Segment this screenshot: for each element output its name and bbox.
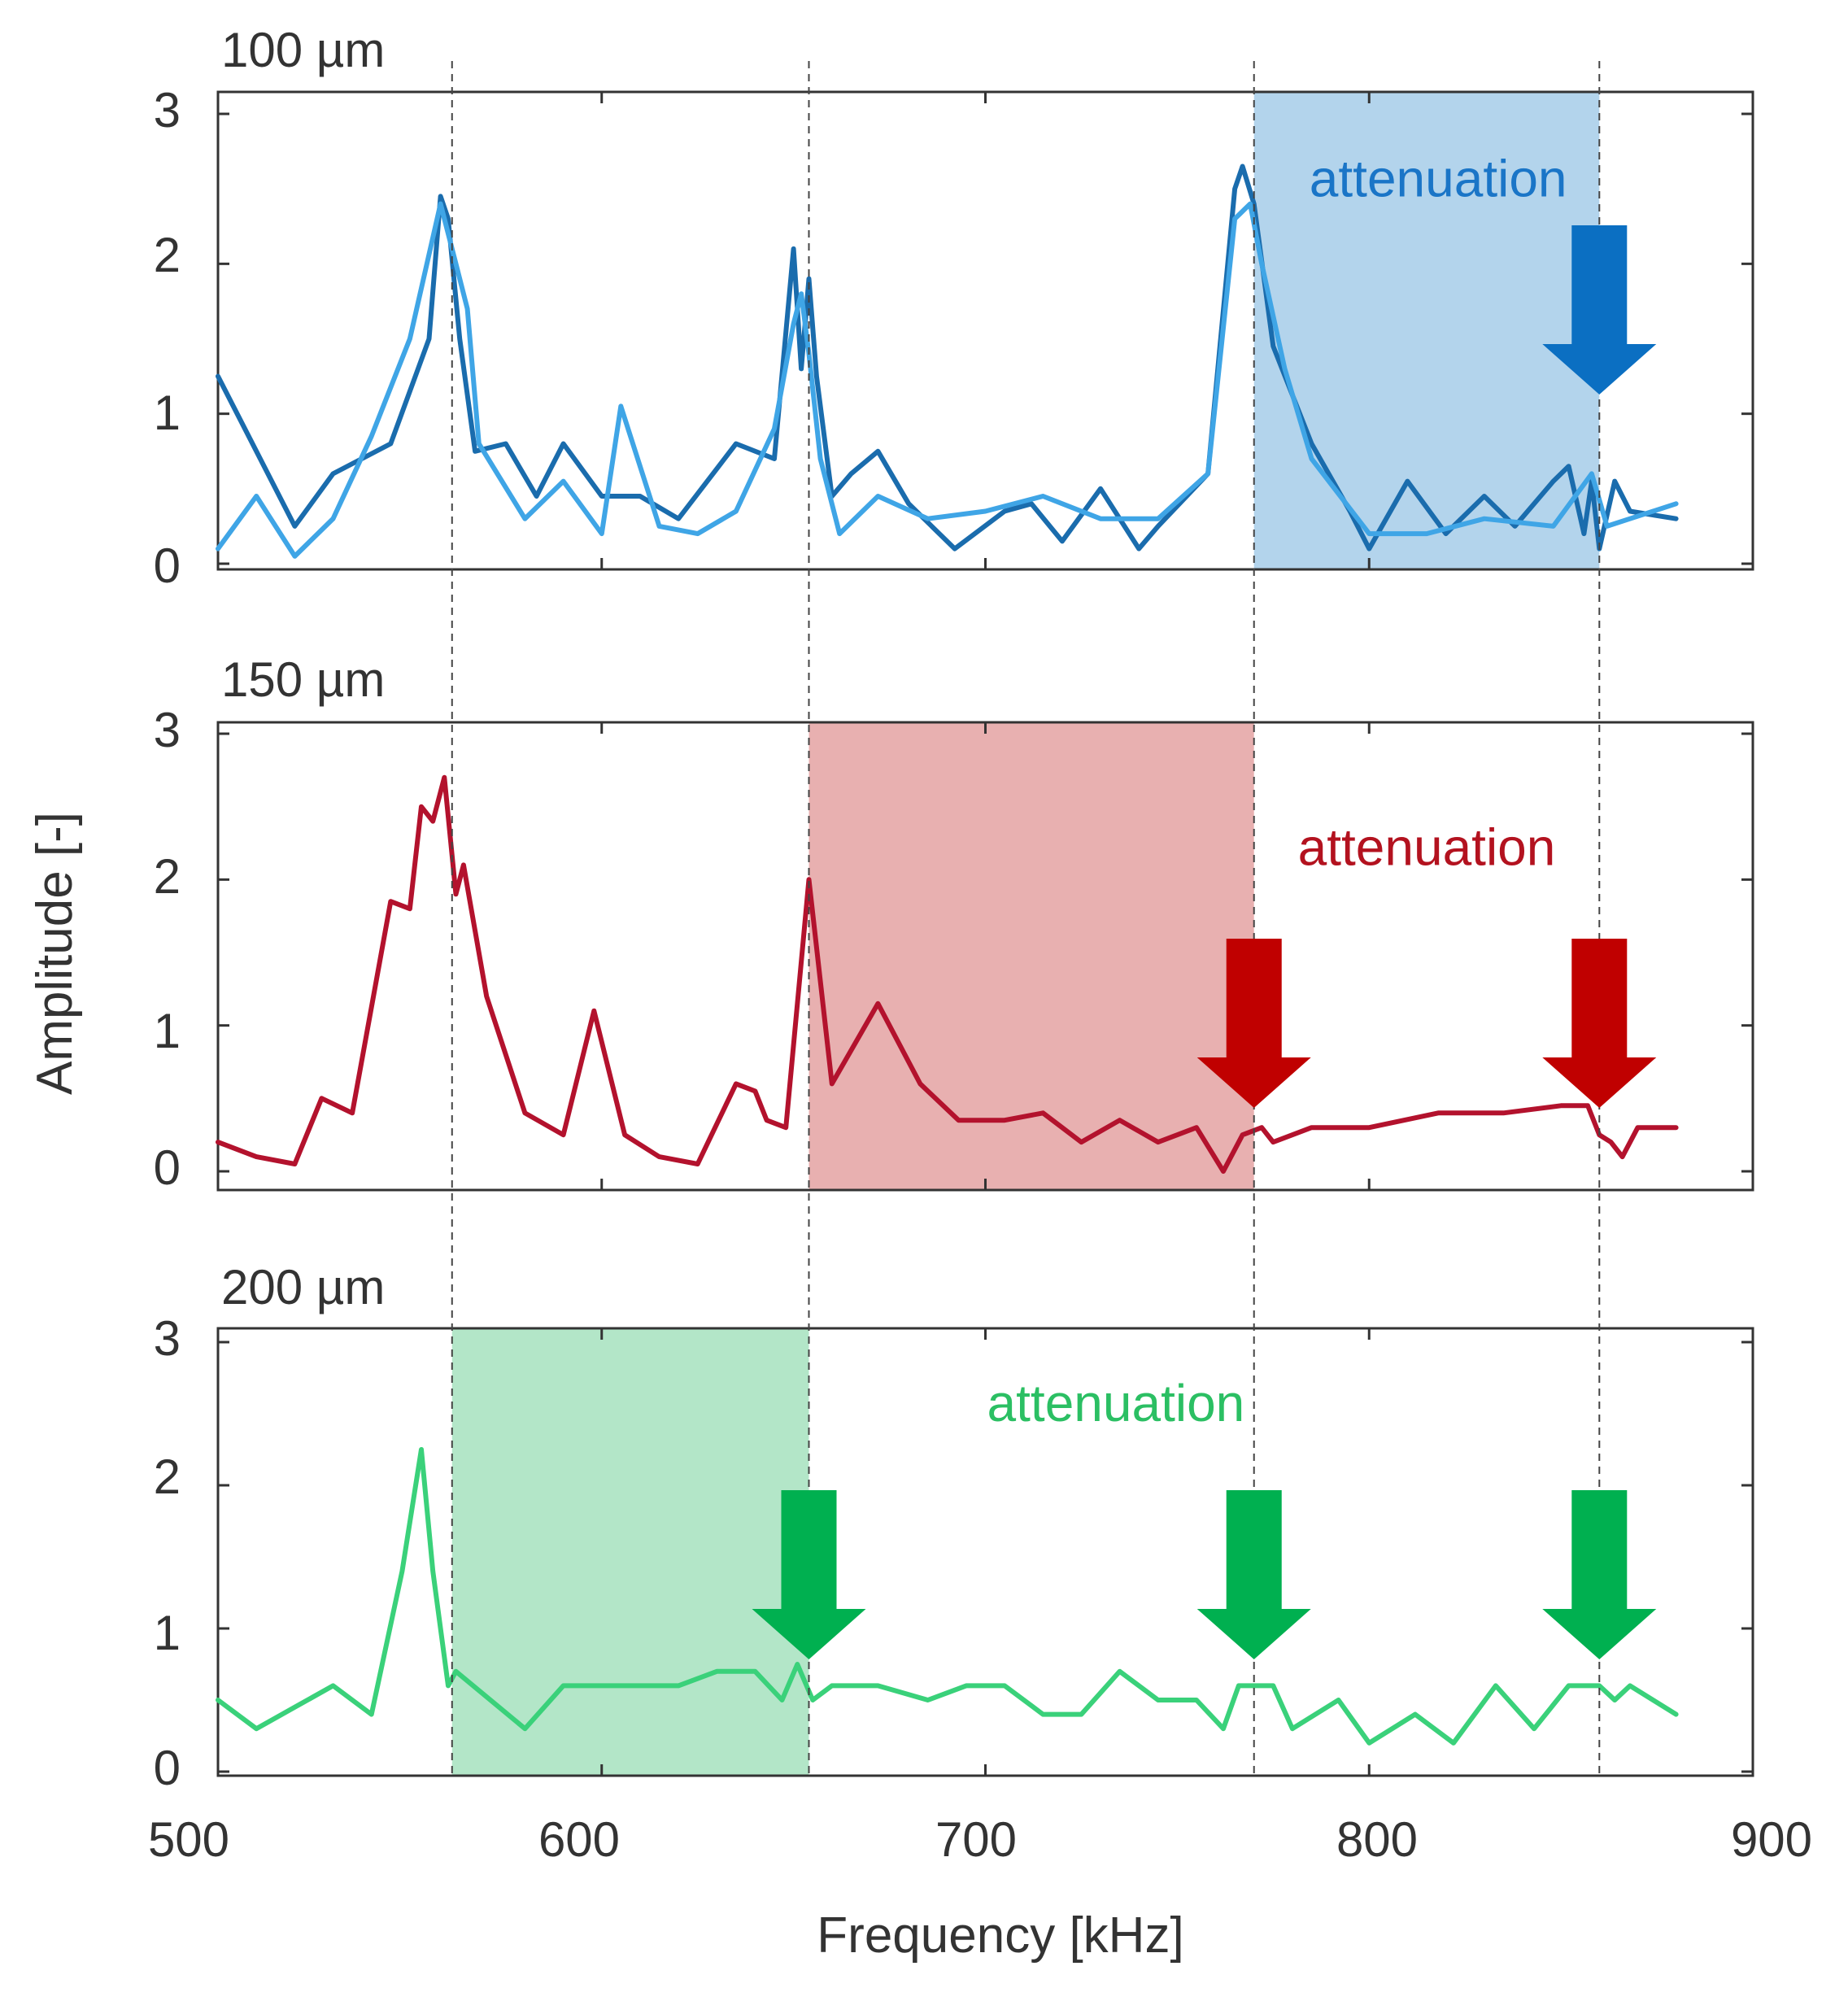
shaded-band-150um (808, 722, 1254, 1190)
y-tick-label-2: 2 (154, 228, 181, 282)
y-tick-label-1: 1 (154, 1606, 181, 1660)
annotation-attenuation-150um: attenuation (1298, 817, 1556, 876)
down-arrow-icon (1542, 939, 1657, 1108)
x-tick-label-800: 800 (1336, 1812, 1418, 1867)
tick-marks (216, 92, 1754, 1776)
x-tick-labels: 500 600 700 800 900 (148, 1812, 1812, 1867)
plot-frame-200um (216, 1327, 1754, 1777)
series-line-1-0 (216, 774, 1679, 1174)
panel-200um: 200 µm (216, 1260, 1754, 1777)
panel-100um: 100 µm (216, 23, 1754, 571)
y-tick-label-0: 0 (154, 1741, 181, 1795)
y-tick-label-3: 3 (154, 83, 181, 137)
panel-title-200um: 200 µm (221, 1260, 385, 1314)
y-tick-label-0: 0 (154, 538, 181, 593)
x-tick-label-500: 500 (148, 1812, 229, 1867)
annotation-attenuation-100um: attenuation (1310, 149, 1567, 207)
down-arrow-icon (752, 1490, 866, 1659)
x-tick-label-900: 900 (1731, 1812, 1812, 1867)
y-axis-title: Amplitude [-] (27, 812, 83, 1095)
down-arrow-icon (1542, 1490, 1657, 1659)
y-tick-label-3: 3 (154, 1311, 181, 1366)
x-axis-title: Frequency [kHz] (817, 1907, 1183, 1964)
series-line-0-0 (216, 163, 1679, 551)
y-tick-labels-200um: 0 1 2 3 (154, 1311, 181, 1795)
series-line-2-0 (216, 1447, 1679, 1746)
down-arrow-icon (1196, 939, 1311, 1108)
y-tick-label-1: 1 (154, 1004, 181, 1058)
y-tick-label-0: 0 (154, 1140, 181, 1195)
shaded-band-200um (451, 1328, 809, 1776)
y-tick-label-3: 3 (154, 703, 181, 757)
data-series (216, 163, 1679, 1746)
y-tick-label-2: 2 (154, 849, 181, 904)
down-arrow-icon (1542, 225, 1657, 395)
y-tick-label-2: 2 (154, 1450, 181, 1504)
y-tick-labels-150um: 0 1 2 3 (154, 703, 181, 1195)
attenuation-arrows (752, 225, 1657, 1659)
x-tick-label-600: 600 (538, 1812, 620, 1867)
annotation-attenuation-200um: attenuation (987, 1374, 1245, 1432)
series-line-0-1 (216, 201, 1679, 559)
panel-title-150um: 150 µm (221, 652, 385, 707)
x-tick-label-700: 700 (935, 1812, 1017, 1867)
panel-title-100um: 100 µm (221, 23, 385, 77)
y-tick-labels-100um: 0 1 2 3 (154, 83, 181, 593)
shaded-band-100um (1253, 92, 1600, 569)
down-arrow-icon (1196, 1490, 1311, 1659)
y-tick-label-1: 1 (154, 386, 181, 440)
